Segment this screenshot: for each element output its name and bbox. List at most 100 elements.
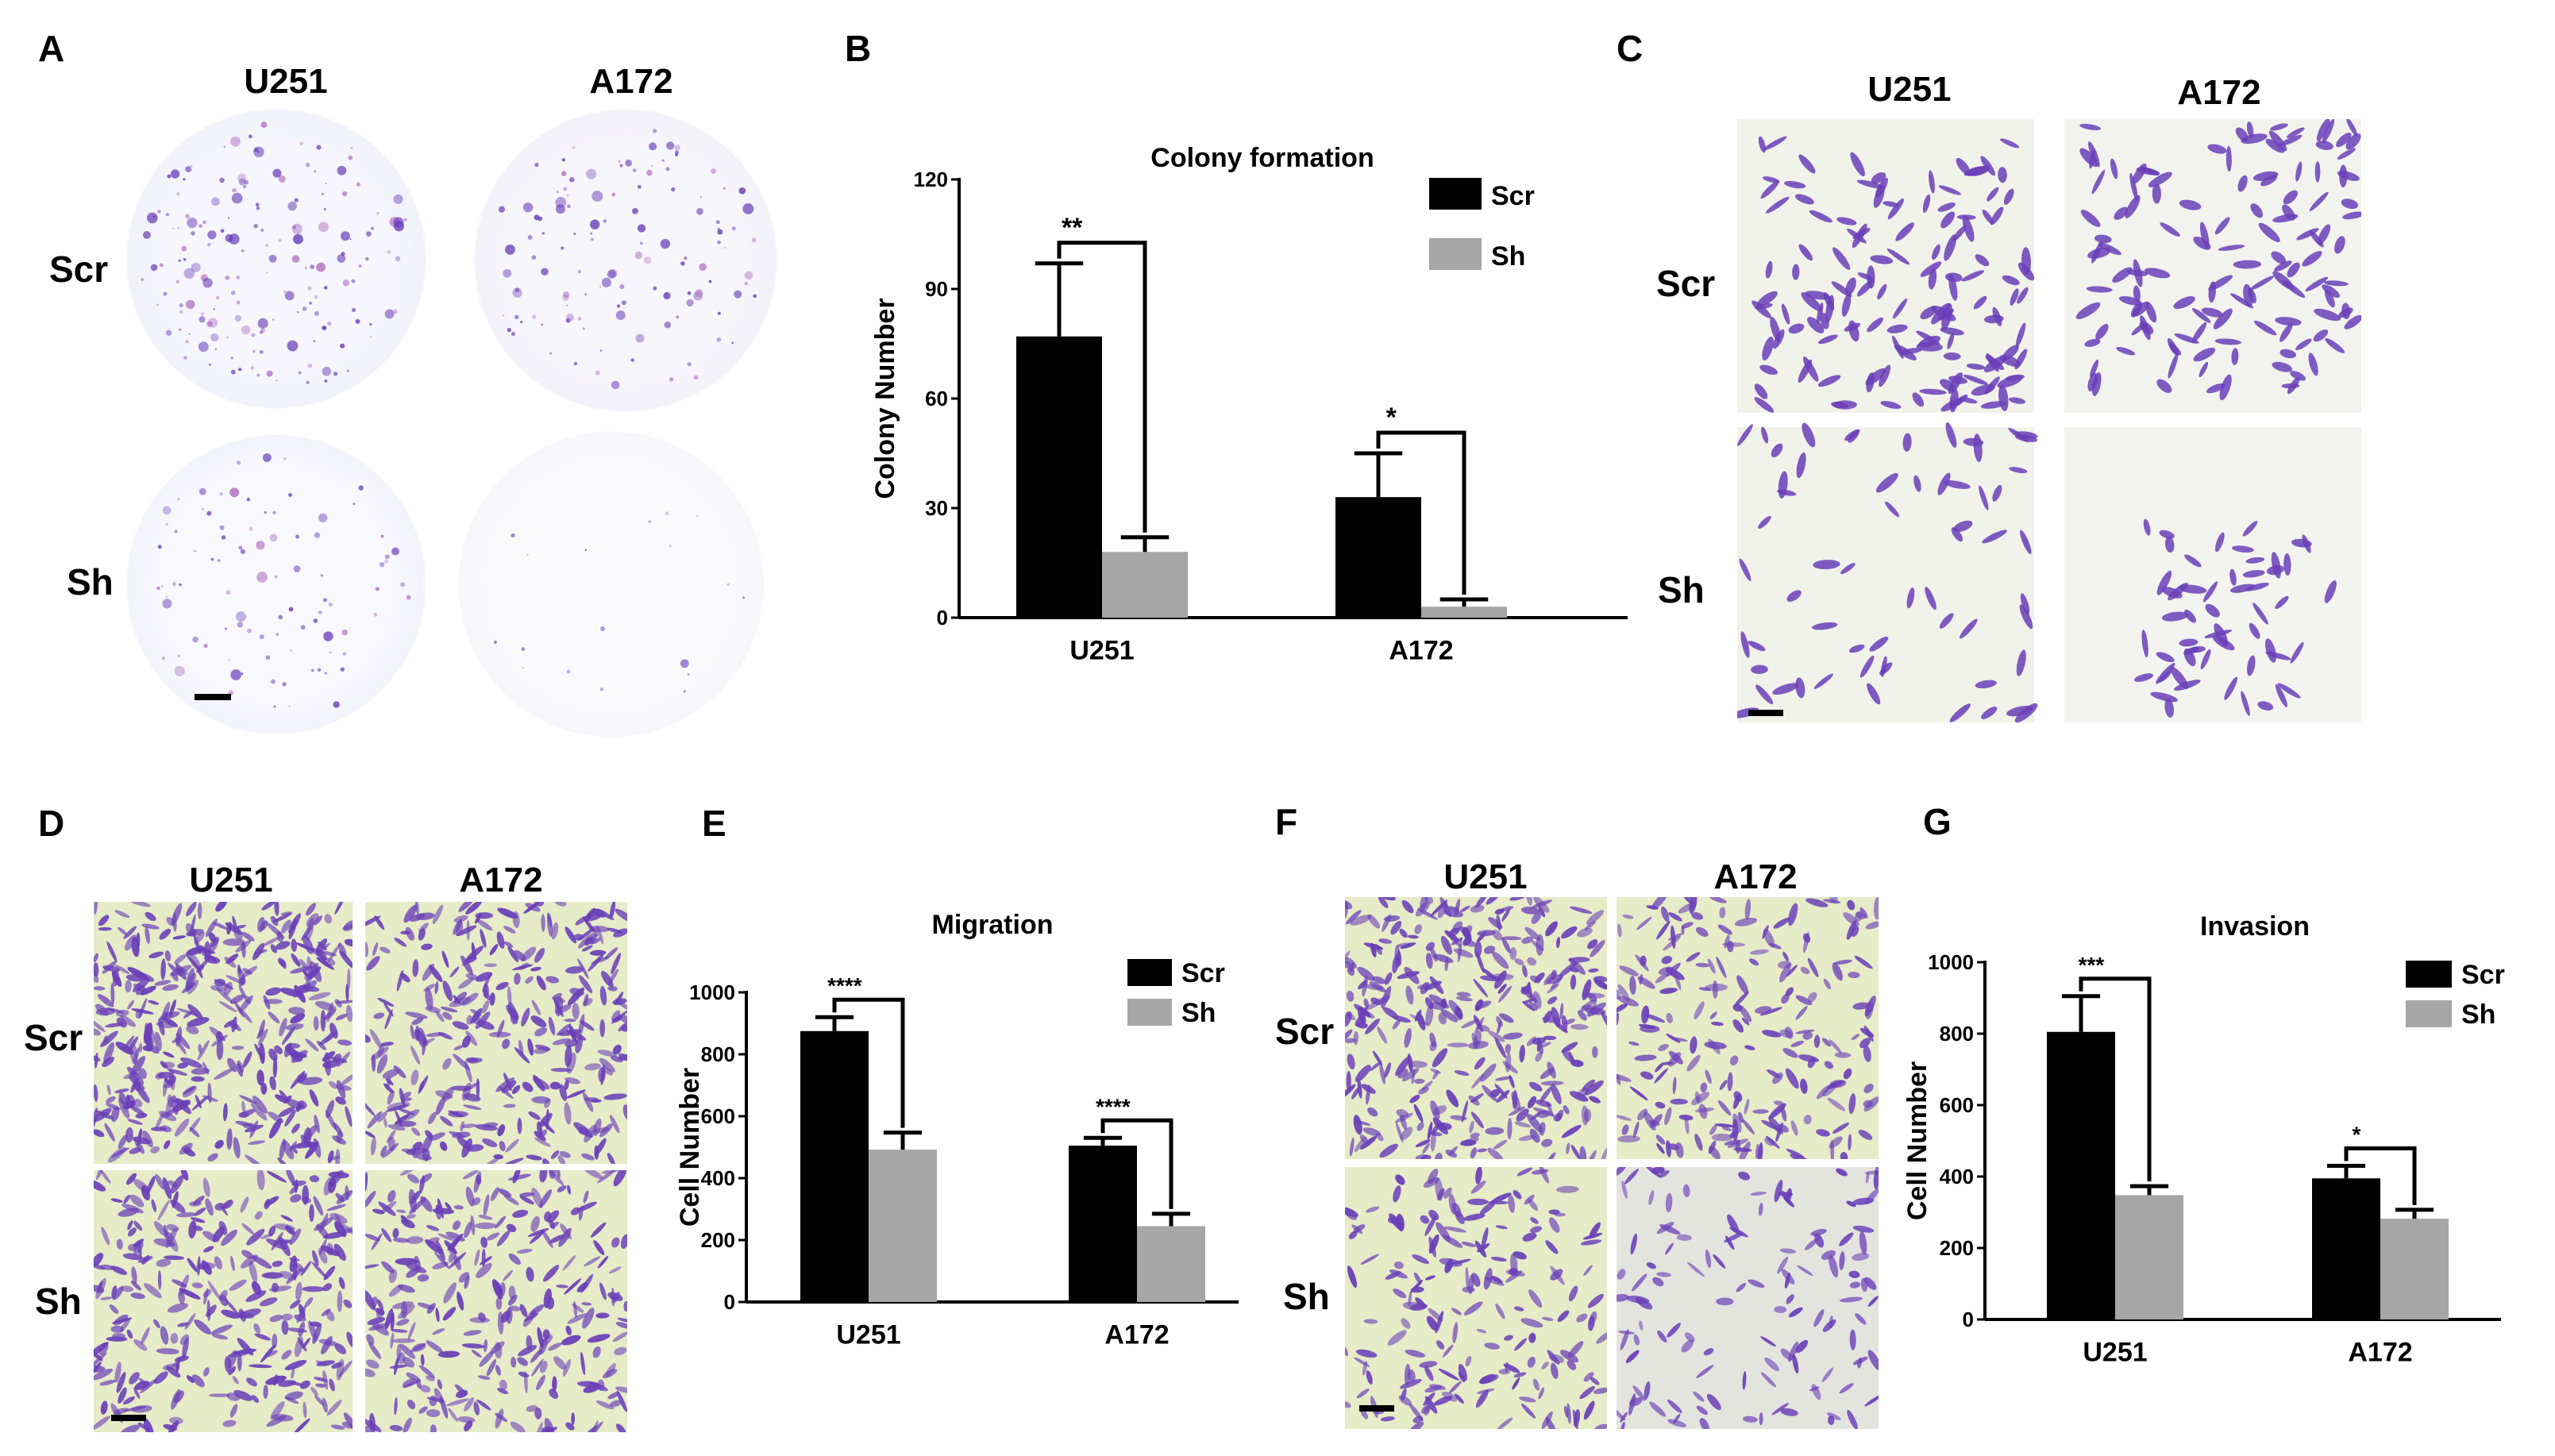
cell	[572, 1303, 584, 1313]
cell	[1829, 1136, 1843, 1149]
cell	[2231, 348, 2239, 366]
cell	[2009, 397, 2026, 404]
colony-spot	[272, 510, 276, 514]
cell	[1644, 1381, 1651, 1400]
cell	[157, 1200, 170, 1221]
cell	[106, 1084, 111, 1096]
cell	[2245, 582, 2269, 591]
cell	[1587, 939, 1598, 949]
colony-spot	[152, 215, 156, 218]
cell	[300, 1261, 312, 1277]
colony-spot	[150, 264, 158, 272]
cell	[584, 1167, 603, 1180]
cell	[1809, 1386, 1820, 1392]
cell	[1772, 329, 1785, 349]
cell	[191, 1217, 206, 1223]
cell	[359, 1099, 376, 1117]
colony-spot	[383, 559, 388, 564]
cell	[418, 923, 429, 933]
colony-spot	[370, 226, 374, 230]
cell	[521, 1007, 530, 1027]
cell	[123, 1072, 140, 1080]
cell	[1531, 899, 1553, 909]
cell	[268, 1225, 276, 1237]
cell	[1462, 925, 1473, 937]
cell	[1469, 1120, 1474, 1134]
cell	[258, 1019, 265, 1038]
cell	[1948, 274, 1958, 301]
cell	[1501, 937, 1511, 953]
panel-f-row-header-scr: Scr	[1275, 1011, 1335, 1052]
cell	[222, 1103, 228, 1122]
cell	[495, 1365, 501, 1376]
cell	[1487, 1147, 1504, 1161]
cell	[1489, 1089, 1501, 1098]
cell	[189, 1200, 202, 1207]
cell	[1353, 1030, 1359, 1046]
colony-spot	[183, 258, 187, 261]
cell	[1943, 352, 1961, 360]
cell	[2145, 268, 2171, 279]
cell	[483, 1194, 490, 1216]
colony-spot	[230, 136, 241, 147]
cell	[162, 1017, 179, 1027]
colony-spot	[653, 286, 657, 291]
colony-spot	[611, 380, 620, 390]
cell	[518, 962, 530, 970]
cell	[1437, 901, 1448, 919]
cell	[1700, 1082, 1708, 1093]
cell	[1569, 1091, 1589, 1102]
cell	[1733, 991, 1749, 1007]
cell	[126, 1173, 137, 1185]
significance-bracket	[1100, 1118, 1173, 1209]
cell	[376, 1054, 388, 1074]
cell	[394, 1396, 398, 1416]
cell	[1778, 963, 1791, 983]
cell	[1498, 985, 1513, 1003]
colony-spot	[365, 231, 372, 237]
colony-spot	[198, 487, 206, 495]
cell	[1482, 1084, 1497, 1102]
cell	[382, 1069, 400, 1079]
cell	[397, 1352, 406, 1365]
cell	[519, 1196, 534, 1205]
colony-spot	[549, 352, 553, 355]
cell	[2152, 183, 2161, 204]
cell	[1546, 1152, 1556, 1165]
cell	[1382, 914, 1392, 932]
cell	[1378, 938, 1393, 944]
cell	[1660, 906, 1670, 923]
colony-spot	[266, 272, 268, 274]
y-tick-label: 400	[1940, 1165, 1974, 1188]
cell	[264, 1199, 271, 1210]
cell	[1539, 1086, 1552, 1104]
cell	[251, 1103, 268, 1121]
cell	[2242, 570, 2265, 578]
colony-spot	[577, 269, 582, 274]
cell	[1912, 392, 1924, 407]
cell	[272, 1333, 278, 1349]
cell	[556, 1023, 572, 1036]
colony-spot	[375, 587, 380, 591]
colony-spot	[156, 303, 159, 306]
cell	[1762, 1030, 1782, 1038]
colony-spot	[611, 192, 616, 197]
cell	[411, 1127, 421, 1136]
cell	[1928, 268, 1937, 290]
cell	[1448, 1381, 1462, 1394]
cell	[291, 1145, 298, 1154]
cell	[1462, 1213, 1486, 1221]
cell	[611, 1237, 620, 1248]
cell	[89, 1352, 107, 1368]
cell	[2205, 603, 2220, 618]
cell	[322, 1283, 333, 1292]
cell	[330, 1424, 345, 1430]
cell	[1690, 1036, 1698, 1054]
cell	[1404, 1027, 1412, 1048]
cell	[1451, 937, 1463, 946]
cell	[310, 1386, 318, 1396]
cell	[110, 983, 115, 1005]
cell	[1848, 1270, 1860, 1278]
cell	[225, 953, 239, 965]
